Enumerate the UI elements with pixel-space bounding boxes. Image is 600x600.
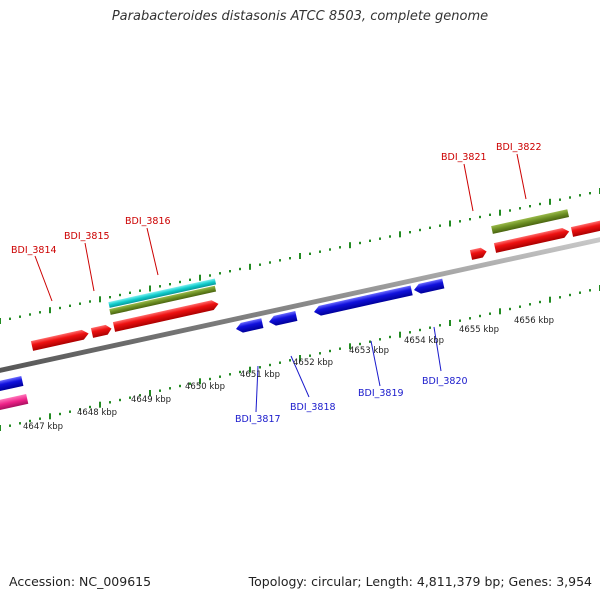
- accession-text: Accession: NC_009615: [9, 574, 152, 589]
- lower-tick-track: [0, 285, 600, 431]
- gene-arrow-bdi-3816[interactable]: [112, 299, 220, 332]
- tick-label-4655: 4655 kbp: [459, 325, 499, 335]
- gene-arrow-bdi-3819[interactable]: [313, 285, 413, 316]
- gene-arrow-left-pink[interactable]: [0, 393, 29, 411]
- tick-label-4651: 4651 kbp: [240, 370, 280, 380]
- tick-label-4648: 4648 kbp: [77, 408, 117, 418]
- gene-label-bdi-3815[interactable]: BDI_3815: [64, 231, 110, 242]
- upper-tick-track: [0, 188, 600, 324]
- gene-arrow-bdi-3815[interactable]: [90, 324, 113, 338]
- feature-track: [0, 209, 600, 411]
- gene-arrow-left-blue[interactable]: [0, 376, 24, 392]
- tick-label-4647: 4647 kbp: [23, 422, 63, 432]
- gene-label-bdi-3818[interactable]: BDI_3818: [290, 402, 336, 413]
- tick-label-4650: 4650 kbp: [185, 382, 225, 392]
- tick-label-4653: 4653 kbp: [349, 346, 389, 356]
- gene-arrow-next[interactable]: [570, 218, 600, 237]
- gene-arrow-bdi-3814[interactable]: [30, 329, 90, 351]
- gene-feature-olive-2[interactable]: [491, 209, 570, 234]
- gene-label-bdi-3816[interactable]: BDI_3816: [125, 216, 171, 227]
- gene-label-bdi-3821[interactable]: BDI_3821: [441, 152, 487, 163]
- leader-lines: [34, 153, 527, 413]
- gene-label-bdi-3817[interactable]: BDI_3817: [235, 414, 281, 425]
- map-title: Parabacteroides distasonis ATCC 8503, co…: [111, 9, 489, 24]
- gene-arrow-bdi-3820[interactable]: [413, 278, 445, 295]
- gene-arrow-bdi-3817[interactable]: [235, 318, 264, 334]
- gene-label-bdi-3814[interactable]: BDI_3814: [11, 245, 57, 256]
- genome-backbone: [0, 237, 600, 373]
- gene-label-bdi-3819[interactable]: BDI_3819: [358, 388, 404, 399]
- gene-feature-olive[interactable]: [109, 285, 217, 315]
- tick-label-4654: 4654 kbp: [404, 336, 444, 346]
- genome-info-text: Topology: circular; Length: 4,811,379 bp…: [248, 574, 592, 589]
- tick-label-4656: 4656 kbp: [514, 316, 554, 326]
- gene-arrow-bdi-3818[interactable]: [268, 311, 298, 327]
- gene-label-bdi-3820[interactable]: BDI_3820: [422, 376, 468, 387]
- gene-arrow-bdi-3822[interactable]: [493, 227, 570, 253]
- gene-label-bdi-3822[interactable]: BDI_3822: [496, 142, 542, 153]
- tick-label-4649: 4649 kbp: [131, 395, 171, 405]
- gene-feature-cyan[interactable]: [108, 278, 217, 308]
- tick-label-4652: 4652 kbp: [293, 358, 333, 368]
- gene-arrow-bdi-3821[interactable]: [469, 247, 488, 260]
